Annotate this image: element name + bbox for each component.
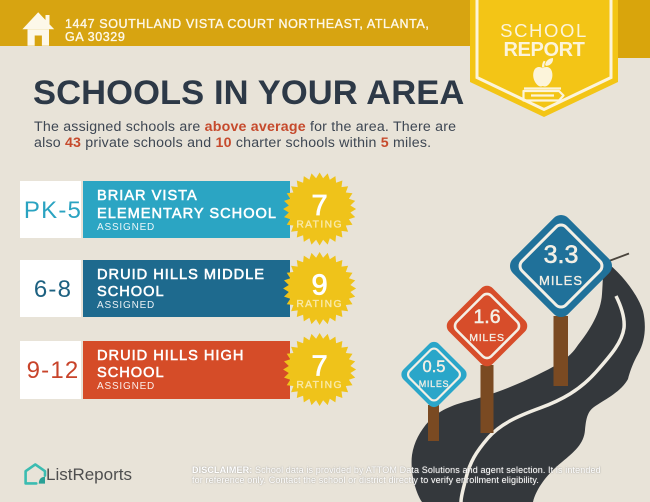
svg-text:REPORT: REPORT	[504, 39, 585, 61]
svg-text:MILES: MILES	[539, 273, 583, 288]
svg-text:1.6: 1.6	[473, 306, 500, 328]
svg-text:MILES: MILES	[469, 332, 505, 344]
svg-text:0.5: 0.5	[423, 358, 446, 376]
svg-text:SCHOOL: SCHOOL	[500, 20, 588, 41]
svg-text:3.3: 3.3	[544, 241, 579, 269]
svg-text:MILES: MILES	[419, 379, 450, 389]
